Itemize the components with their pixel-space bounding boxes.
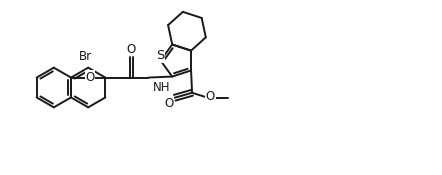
Text: O: O (85, 71, 95, 84)
Text: NH: NH (153, 81, 171, 94)
Text: O: O (164, 97, 173, 110)
Text: O: O (127, 43, 136, 56)
Text: Br: Br (79, 50, 92, 63)
Text: S: S (156, 49, 165, 62)
Text: O: O (206, 90, 215, 103)
